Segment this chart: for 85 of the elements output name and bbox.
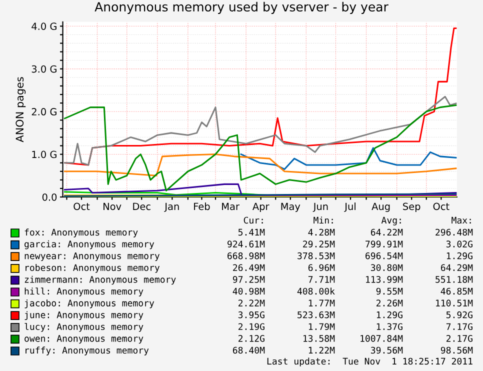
legend-label: lucy: Anonymous memory: [24, 323, 144, 332]
text: 696.54M: [366, 252, 403, 260]
text: 523.63M: [298, 311, 335, 318]
text: 64.29M: [440, 264, 473, 272]
text: 7.71M: [308, 276, 335, 283]
text: 1.79M: [308, 323, 335, 330]
text: 924.61M: [228, 240, 265, 248]
legend-label: owen: Anonymous memory: [24, 335, 144, 344]
text: 2.26M: [376, 300, 403, 306]
text: 29.25M: [303, 240, 335, 248]
text: Cur:: [244, 216, 263, 224]
chart-title: Anonymous memory used by vserver - by year: [94, 2, 388, 14]
text: 9.55M: [376, 288, 403, 295]
text: 1007.84M: [360, 335, 403, 342]
line-series: [64, 28, 457, 166]
line-series: [240, 147, 457, 170]
text: 98.56M: [440, 346, 473, 354]
legend-label: robeson: Anonymous memory: [26, 264, 160, 273]
text: 40.98M: [232, 288, 265, 295]
text: 46.85M: [440, 288, 473, 295]
text: 113.99M: [366, 276, 403, 283]
legend-label: newyear: Anonymous memory: [24, 252, 160, 261]
x-tick-label: Jul: [344, 202, 356, 212]
x-tick-label: Dec: [133, 202, 150, 210]
text: 296.48M: [436, 228, 473, 236]
text: 2.17G: [446, 335, 472, 342]
text: 110.51M: [436, 300, 473, 306]
text: 3.02G: [446, 240, 472, 248]
y-tick-label: 1.0 G: [32, 150, 56, 158]
text: 30.80M: [370, 264, 403, 272]
text: 408.00k: [297, 288, 335, 295]
x-tick-label: Aug: [372, 202, 390, 212]
text: Min:: [314, 216, 333, 224]
legend-label: june: Anonymous memory: [24, 311, 144, 320]
legend-label: jacobo: Anonymous memory: [24, 299, 154, 308]
text: 1.77M: [308, 300, 335, 306]
text: 2.19G: [238, 323, 264, 330]
legend-label: garcia: Anonymous memory: [24, 240, 154, 250]
text: 378.53M: [298, 252, 335, 260]
x-tick-label: Oct: [433, 202, 450, 210]
text: 39.56M: [370, 346, 403, 354]
text: 3.95G: [238, 311, 264, 318]
text: Last update: Tue Nov 1 18:25:17 2011: [267, 358, 472, 366]
y-axis-title: ANON pages: [16, 77, 26, 142]
text: 551.18M: [436, 276, 473, 283]
text: 2.22M: [238, 300, 265, 306]
text: 6.96M: [308, 264, 335, 272]
text: 68.40M: [232, 346, 265, 354]
x-tick-label: Jun: [312, 202, 328, 212]
x-tick-label: Sep: [403, 202, 420, 212]
text: 799.91M: [366, 240, 403, 248]
text: 1.37G: [376, 323, 402, 330]
text: 13.58M: [303, 335, 335, 342]
x-tick-label: Nov: [104, 202, 122, 210]
text: Max:: [452, 216, 471, 224]
y-tick-label: 4.0 G: [32, 22, 56, 30]
text: 4.28M: [308, 228, 335, 236]
line-series: [64, 96, 457, 166]
legend-label: fox: Anonymous memory: [24, 228, 138, 238]
text: 1.29G: [376, 311, 402, 318]
x-tick-label: Mar: [222, 202, 240, 210]
text: 1.22M: [308, 346, 335, 354]
text: 7.17G: [446, 323, 472, 330]
text: 26.49M: [233, 264, 265, 272]
line-series: [64, 104, 457, 192]
x-tick-label: Apr: [252, 202, 270, 212]
legend-label: zimmermann: Anonymous memory: [24, 276, 176, 285]
text: 64.22M: [370, 228, 403, 236]
text: 1.29G: [446, 252, 472, 260]
legend-label: hill: Anonymous memory: [24, 288, 144, 296]
x-tick-label: May: [281, 202, 300, 212]
x-tick-label: Feb: [194, 202, 210, 210]
text: 2.12G: [238, 335, 264, 342]
text: 5.41M: [238, 228, 265, 236]
y-tick-label: 2.0 G: [32, 108, 56, 116]
y-tick-label: 0.0: [42, 193, 57, 201]
text: 5.92G: [446, 311, 472, 318]
y-tick-label: 3.0 G: [32, 65, 56, 73]
line-series: [64, 154, 457, 176]
x-tick-label: Oct: [74, 202, 90, 210]
text: 668.98M: [228, 252, 265, 260]
text: 97.25M: [232, 276, 265, 283]
legend-label: ruffy: Anonymous memory: [26, 346, 149, 356]
x-tick-label: Jan: [164, 202, 179, 212]
text: Avg:: [381, 216, 401, 226]
